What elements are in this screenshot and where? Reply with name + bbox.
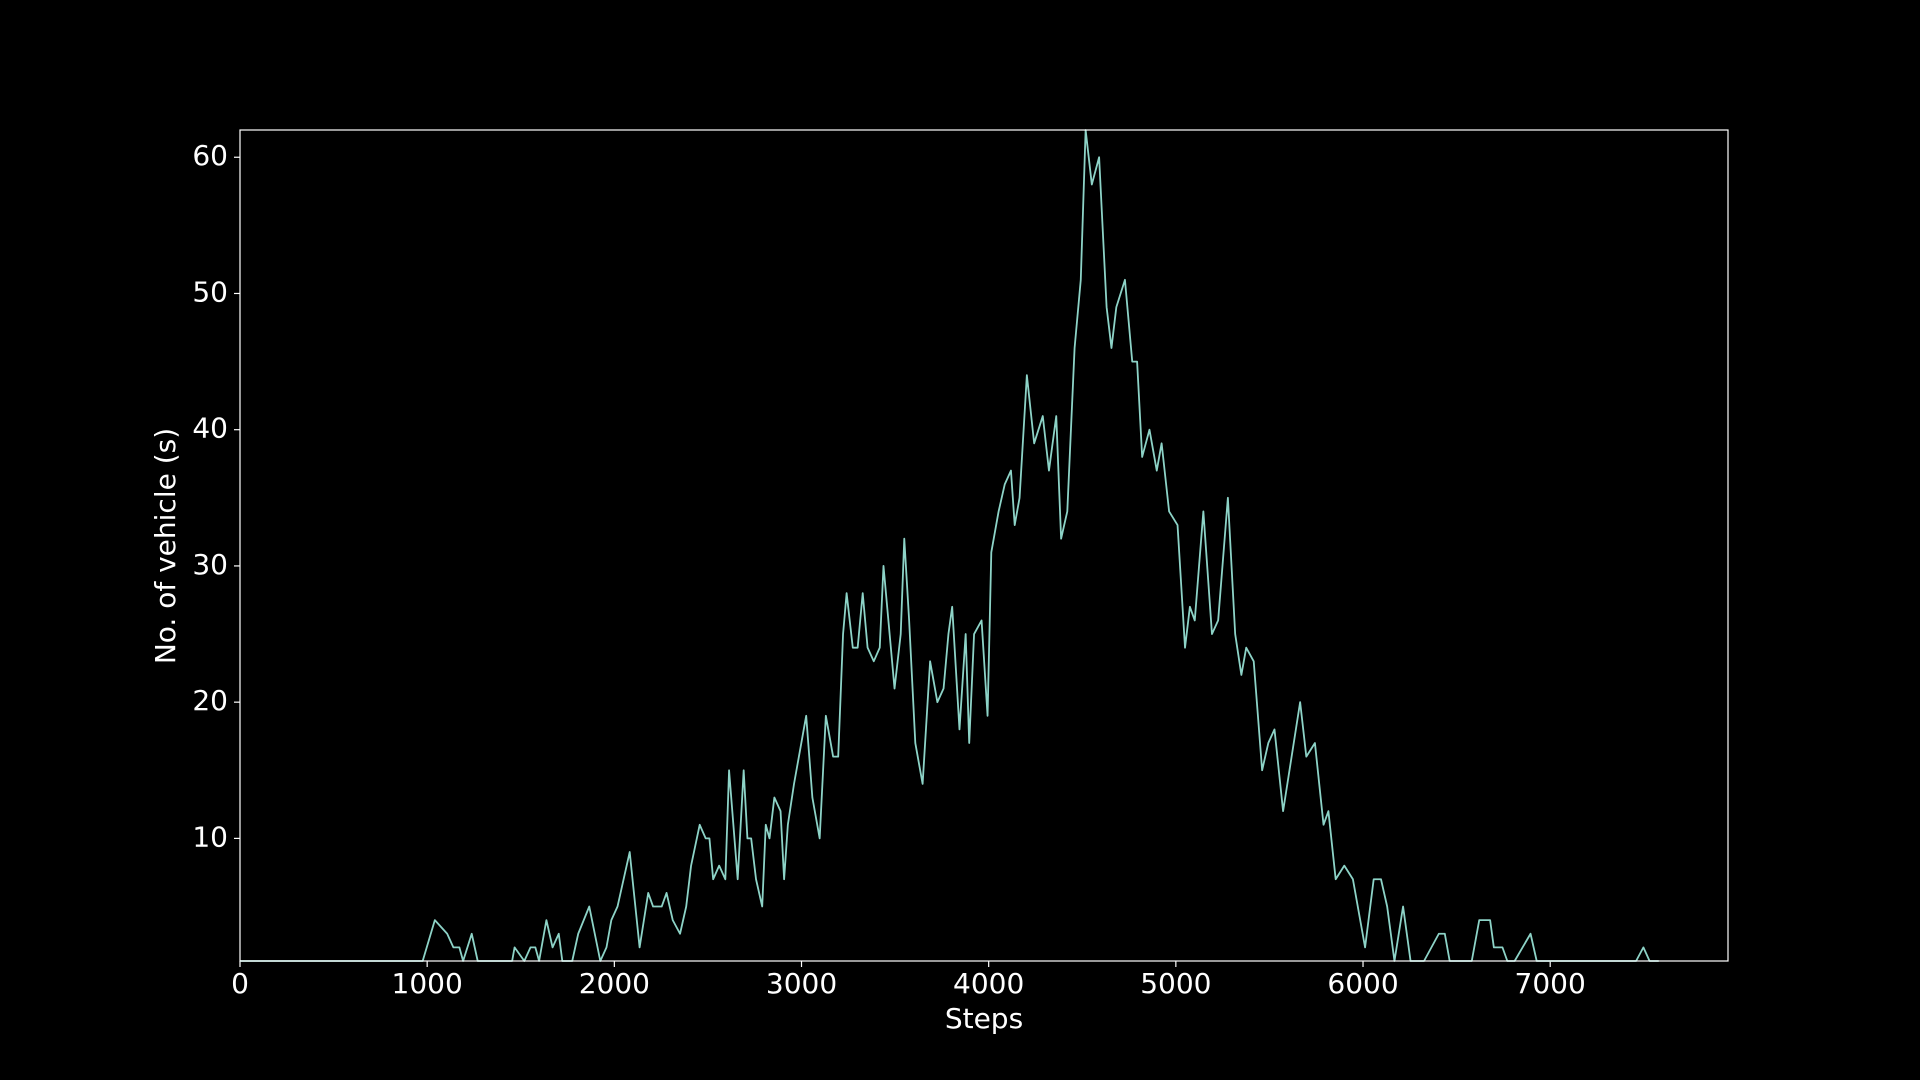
x-tick-label: 0 — [231, 967, 249, 1000]
x-tick-label: 6000 — [1327, 967, 1398, 1000]
x-tick-label: 1000 — [392, 967, 463, 1000]
plot-frame — [239, 129, 1729, 962]
x-tick-label: 5000 — [1140, 967, 1211, 1000]
data-line — [240, 129, 1659, 962]
x-tick-label: 3000 — [766, 967, 837, 1000]
x-tick-label: 7000 — [1515, 967, 1586, 1000]
y-axis-label: No. of vehicle (s) — [149, 428, 182, 664]
y-tick-label: 60 — [192, 139, 228, 172]
y-tick-label: 30 — [192, 548, 228, 581]
x-axis-label: Steps — [945, 1002, 1023, 1035]
y-tick-label: 40 — [192, 412, 228, 445]
y-tick-label: 10 — [192, 820, 228, 853]
x-tick-label: 4000 — [953, 967, 1024, 1000]
x-tick-label: 2000 — [579, 967, 650, 1000]
y-tick-label: 20 — [192, 684, 228, 717]
y-tick-label: 50 — [192, 275, 228, 308]
